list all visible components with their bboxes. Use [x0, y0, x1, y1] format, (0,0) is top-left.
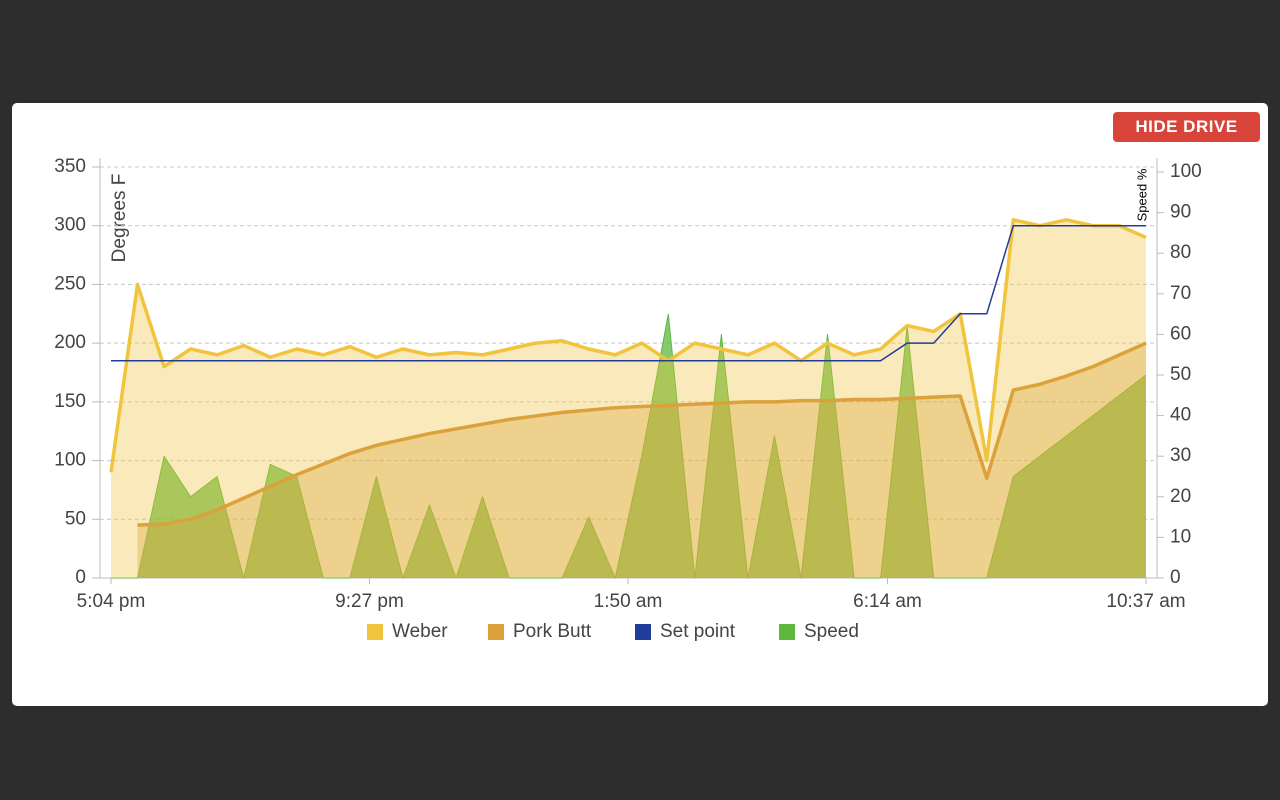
card	[12, 103, 1268, 706]
legend-swatch	[635, 624, 651, 640]
series-line	[111, 224, 1146, 362]
y2-tick-label: 70	[1170, 283, 1191, 304]
y2-tick-label: 30	[1170, 445, 1191, 466]
y2-axis-label: Speed %	[1134, 168, 1149, 221]
legend-swatch	[488, 624, 504, 640]
area-fill	[137, 343, 1147, 578]
y2-tick-label: 10	[1170, 526, 1191, 547]
x-tick-label: 6:14 am	[853, 591, 922, 612]
y-tick-label: 200	[54, 332, 86, 353]
legend-item[interactable]: Set point	[635, 621, 736, 642]
y-tick-label: 250	[54, 273, 86, 294]
x-tick-label: 5:04 pm	[77, 591, 146, 612]
hide-drive-button[interactable]: HIDE DRIVE	[1113, 112, 1260, 142]
legend-item[interactable]: Speed	[779, 621, 859, 642]
y-axis-label: Degrees F	[109, 174, 130, 263]
x-tick-label: 9:27 pm	[335, 591, 404, 612]
y-tick-label: 0	[75, 567, 86, 588]
series-line	[137, 341, 1147, 527]
legend-swatch	[779, 624, 795, 640]
y2-tick-label: 40	[1170, 405, 1191, 426]
y2-tick-label: 60	[1170, 323, 1191, 344]
legend-label: Speed	[804, 621, 859, 642]
legend-label: Set point	[660, 621, 736, 642]
y-tick-label: 350	[54, 156, 86, 177]
y2-tick-label: 100	[1170, 161, 1202, 182]
y-tick-label: 150	[54, 391, 86, 412]
x-tick-label: 10:37 am	[1106, 591, 1185, 612]
y-tick-label: 300	[54, 215, 86, 236]
y-tick-label: 50	[65, 508, 86, 529]
y2-tick-label: 80	[1170, 242, 1191, 263]
legend-swatch	[367, 624, 383, 640]
series-line	[109, 218, 1147, 473]
area-fill	[111, 219, 1146, 579]
area-fill	[111, 314, 1146, 578]
y2-tick-label: 0	[1170, 567, 1181, 588]
x-tick-label: 1:50 am	[594, 591, 663, 612]
y-tick-label: 100	[54, 450, 86, 471]
legend-item[interactable]: Pork Butt	[488, 621, 592, 642]
y2-tick-label: 90	[1170, 202, 1191, 223]
y2-tick-label: 20	[1170, 486, 1191, 507]
legend-item[interactable]: Weber	[367, 621, 448, 642]
y2-tick-label: 50	[1170, 364, 1191, 385]
legend-label: Weber	[392, 621, 448, 642]
legend-label: Pork Butt	[513, 621, 592, 642]
series-line	[111, 313, 1147, 579]
